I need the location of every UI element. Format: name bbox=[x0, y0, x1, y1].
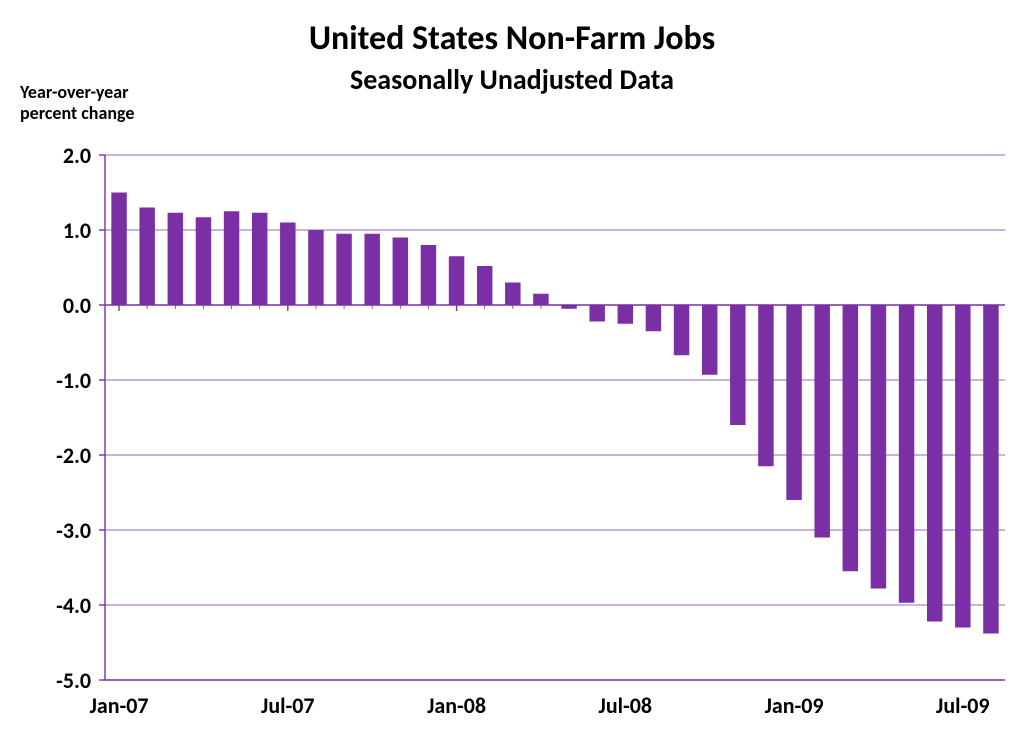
bar bbox=[139, 208, 154, 306]
bar bbox=[843, 305, 858, 571]
x-tick-label: Jul-07 bbox=[233, 692, 343, 719]
y-tick-label: 2.0 bbox=[0, 142, 91, 169]
y-tick-label: -4.0 bbox=[0, 592, 91, 619]
y-tick-label: 1.0 bbox=[0, 217, 91, 244]
bar bbox=[280, 223, 295, 306]
bar bbox=[224, 211, 239, 305]
bar bbox=[899, 305, 914, 603]
bar bbox=[111, 193, 126, 306]
y-tick-label: -1.0 bbox=[0, 367, 91, 394]
y-tick-label: -3.0 bbox=[0, 517, 91, 544]
bar bbox=[786, 305, 801, 500]
x-tick-label: Jan-09 bbox=[739, 692, 849, 719]
bar bbox=[983, 305, 998, 634]
bar bbox=[449, 256, 464, 305]
bar bbox=[364, 234, 379, 305]
bar bbox=[505, 283, 520, 306]
bar bbox=[196, 217, 211, 305]
y-tick-label: -2.0 bbox=[0, 442, 91, 469]
x-tick-label: Jul-09 bbox=[908, 692, 1018, 719]
x-tick-label: Jan-07 bbox=[64, 692, 174, 719]
bar bbox=[955, 305, 970, 628]
chart-container: United States Non-Farm Jobs Seasonally U… bbox=[0, 0, 1024, 747]
x-tick-label: Jan-08 bbox=[402, 692, 512, 719]
bar bbox=[758, 305, 773, 466]
x-tick-label: Jul-08 bbox=[570, 692, 680, 719]
plot-svg bbox=[0, 0, 1024, 747]
bar bbox=[477, 266, 492, 305]
bar bbox=[421, 245, 436, 305]
y-tick-label: -5.0 bbox=[0, 667, 91, 694]
bar bbox=[168, 213, 183, 305]
bar bbox=[252, 213, 267, 305]
bar bbox=[336, 234, 351, 305]
y-tick-label: 0.0 bbox=[0, 292, 91, 319]
bar bbox=[927, 305, 942, 622]
bar bbox=[393, 238, 408, 306]
bar bbox=[674, 305, 689, 355]
bar bbox=[730, 305, 745, 425]
bar bbox=[308, 230, 323, 305]
bar bbox=[533, 294, 548, 305]
bar bbox=[871, 305, 886, 589]
bar bbox=[814, 305, 829, 538]
bar bbox=[702, 305, 717, 375]
